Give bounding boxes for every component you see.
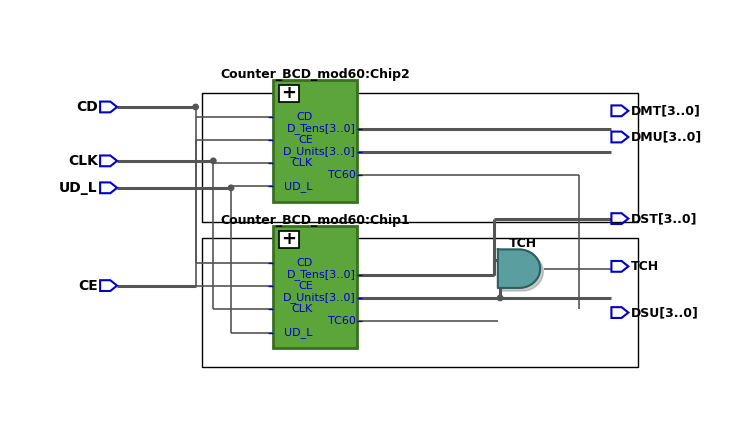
Text: DST[3..0]: DST[3..0] <box>631 212 697 225</box>
Text: DSU[3..0]: DSU[3..0] <box>631 306 699 319</box>
Text: D_Units[3..0]: D_Units[3..0] <box>283 146 356 157</box>
Text: CE: CE <box>78 279 98 293</box>
Text: CE: CE <box>298 135 312 145</box>
Text: UD_L: UD_L <box>284 181 312 192</box>
Text: Counter_BCD_mod60:Chip2: Counter_BCD_mod60:Chip2 <box>220 68 410 81</box>
Text: DMU[3..0]: DMU[3..0] <box>631 131 702 143</box>
Text: TC60: TC60 <box>328 316 356 326</box>
Text: CD: CD <box>296 258 312 268</box>
Bar <box>279 231 298 248</box>
Text: UD_L: UD_L <box>59 181 98 195</box>
Text: Counter_BCD_mod60:Chip1: Counter_BCD_mod60:Chip1 <box>220 214 410 228</box>
Text: D_Tens[3..0]: D_Tens[3..0] <box>287 123 356 134</box>
Text: TCH: TCH <box>631 260 659 273</box>
Text: CLK: CLK <box>68 154 98 168</box>
Polygon shape <box>501 253 543 291</box>
Text: DMT[3..0]: DMT[3..0] <box>631 104 701 117</box>
Text: TCH: TCH <box>509 237 537 250</box>
Text: D_Tens[3..0]: D_Tens[3..0] <box>287 269 356 280</box>
Text: +: + <box>282 231 296 248</box>
Bar <box>202 238 638 367</box>
Text: UD_L: UD_L <box>284 327 312 338</box>
Text: D_Units[3..0]: D_Units[3..0] <box>283 292 356 303</box>
Text: CD: CD <box>296 112 312 122</box>
Polygon shape <box>497 250 540 288</box>
Text: +: + <box>282 84 296 102</box>
Bar <box>273 80 357 202</box>
Circle shape <box>193 104 198 110</box>
Text: CLK: CLK <box>291 305 312 314</box>
Bar <box>273 226 357 348</box>
Circle shape <box>211 158 216 164</box>
Text: CLK: CLK <box>291 158 312 168</box>
Text: CE: CE <box>298 281 312 291</box>
Text: TC60: TC60 <box>328 170 356 180</box>
Circle shape <box>497 295 503 301</box>
Bar <box>279 85 298 102</box>
Text: CD: CD <box>76 100 98 114</box>
Bar <box>202 93 638 222</box>
Circle shape <box>228 185 234 190</box>
